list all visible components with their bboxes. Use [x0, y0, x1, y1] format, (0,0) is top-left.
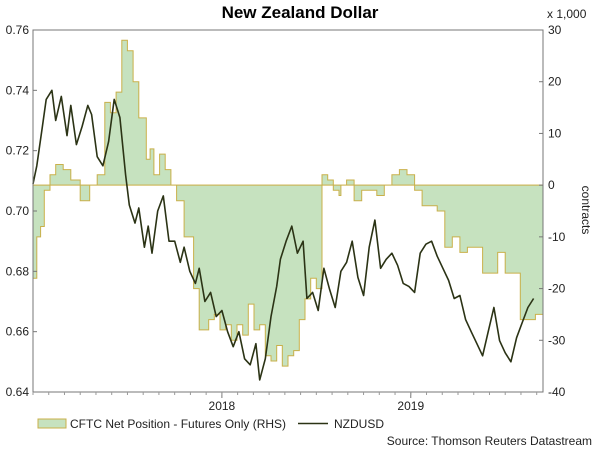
left-tick-label: 0.76	[6, 23, 30, 37]
left-tick-label: 0.64	[6, 385, 30, 399]
left-tick-label: 0.72	[6, 144, 30, 158]
axes: 0.64 0.66 0.68 0.70 0.72 0.74 0.76 -40 -30 -20 -10…	[6, 23, 566, 413]
x-tick-label: 2018	[209, 399, 236, 413]
legend-label-nzdusd: NZDUSD	[334, 417, 384, 431]
legend-swatch-cftc	[37, 418, 67, 429]
chart-source: Source: Thomson Reuters Datastream	[387, 434, 592, 448]
left-tick-label: 0.74	[6, 83, 30, 97]
legend-label-cftc: CFTC Net Position - Futures Only (RHS)	[70, 417, 286, 431]
right-tick-label: 10	[548, 126, 562, 140]
right-axis-label: contracts	[579, 186, 593, 235]
left-tick-label: 0.66	[6, 325, 30, 339]
chart-title: New Zealand Dollar	[222, 3, 379, 22]
left-tick-label: 0.68	[6, 264, 30, 278]
plot-area	[32, 39, 544, 381]
right-tick-label: -10	[548, 230, 566, 244]
chart-legend: CFTC Net Position - Futures Only (RHS) N…	[37, 417, 384, 431]
series-nzdusd-line	[32, 89, 535, 381]
x-tick-label: 2019	[397, 399, 424, 413]
right-tick-label: -20	[548, 282, 566, 296]
right-tick-label: 20	[548, 75, 562, 89]
right-tick-label: -30	[548, 333, 566, 347]
series-cftc-area	[32, 39, 544, 367]
right-tick-label: 0	[548, 178, 555, 192]
left-tick-label: 0.70	[6, 204, 30, 218]
right-tick-label: 30	[548, 23, 562, 37]
right-tick-label: -40	[548, 385, 566, 399]
right-axis-unit-note: x 1,000	[547, 7, 587, 21]
